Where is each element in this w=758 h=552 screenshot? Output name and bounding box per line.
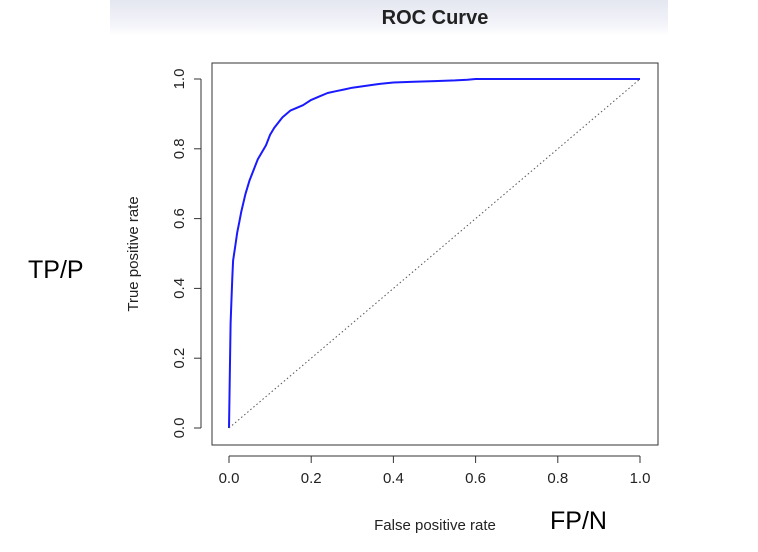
- y-tick-label: 0.8: [171, 138, 188, 159]
- x-axis: 0.0 0.2 0.4 0.6 0.8 1.0: [219, 455, 651, 487]
- y-axis-label: True positive rate: [125, 196, 142, 311]
- fp-over-n-label: FP/N: [550, 507, 607, 535]
- x-tick-label: 0.0: [219, 470, 240, 487]
- x-axis-label: False positive rate: [374, 517, 496, 534]
- y-tick-label: 0.6: [171, 208, 188, 229]
- chart-title: ROC Curve: [381, 7, 489, 29]
- series-layer: [228, 78, 641, 429]
- y-tick-label: 1.0: [171, 69, 188, 90]
- y-tick-label: 0.0: [171, 418, 188, 439]
- y-tick-label: 0.4: [171, 278, 188, 299]
- x-tick-label: 0.4: [383, 470, 404, 487]
- y-axis: 0.0 0.2 0.4 0.6 0.8 1.0: [171, 69, 202, 439]
- diagonal-reference-line: [228, 78, 641, 429]
- x-tick-label: 0.2: [301, 470, 322, 487]
- tp-over-p-label: TP/P: [28, 256, 84, 284]
- x-tick-label: 1.0: [630, 470, 651, 487]
- x-tick-label: 0.8: [547, 470, 568, 487]
- plot-frame: [211, 62, 659, 446]
- y-tick-label: 0.2: [171, 348, 188, 369]
- x-tick-label: 0.6: [465, 470, 486, 487]
- roc-curve-line: [228, 78, 640, 429]
- title-band: [110, 0, 668, 36]
